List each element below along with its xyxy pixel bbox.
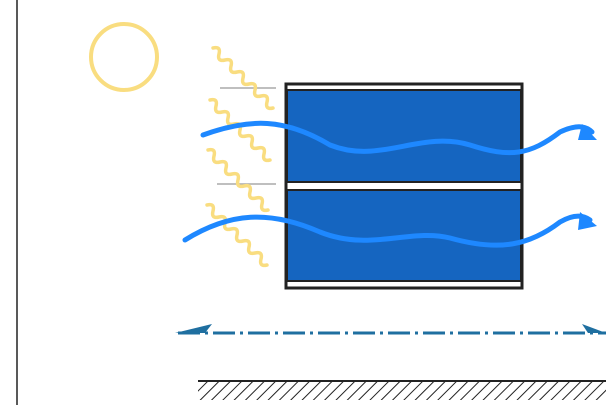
sun-ray [205,202,269,268]
sun-ray [211,45,275,111]
sun [89,22,159,92]
ground-hatch [198,382,606,400]
air-flow-arrow [578,124,597,140]
dimension-arrow [175,324,212,333]
dimension-arrow [582,324,606,333]
sun-ray [208,97,272,163]
sun-rays [205,45,275,268]
air-flow [182,213,593,248]
air-flow [200,120,595,156]
sun-ray [206,147,270,213]
panel [286,89,522,183]
air-flow-arrow [578,212,597,230]
